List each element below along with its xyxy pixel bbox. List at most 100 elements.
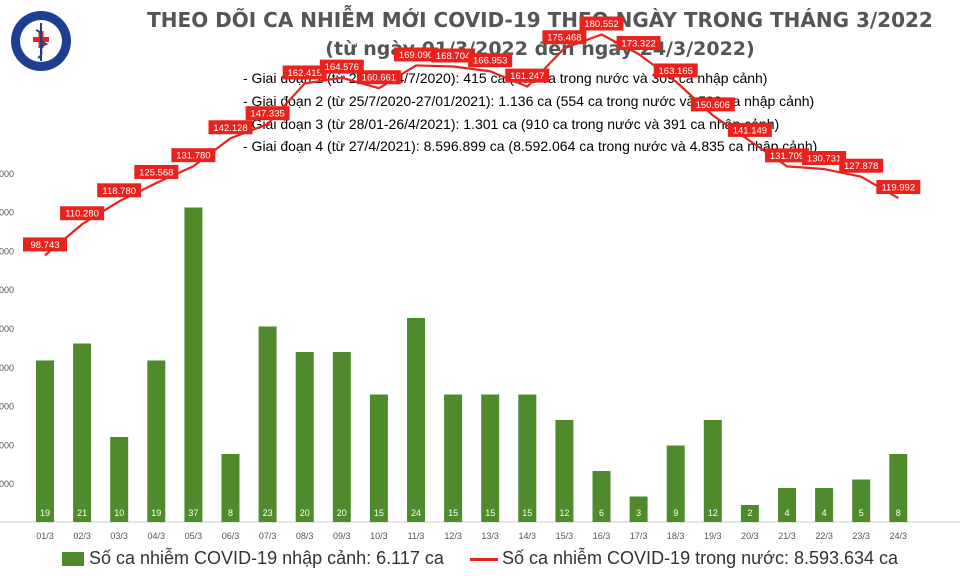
stage-4-note: - Giai đoạn 4 (từ 27/4/2021): 8.596.899 … xyxy=(243,138,818,154)
line-value-label: 147.335 xyxy=(250,109,284,120)
line-value-label-bg xyxy=(765,148,809,163)
line-value-label-bg xyxy=(245,106,290,121)
bar xyxy=(889,454,908,522)
bar xyxy=(36,360,54,522)
line-value-label-bg xyxy=(542,30,587,45)
line-value-label: 131.709 xyxy=(770,151,804,162)
x-tick-label: 19/3 xyxy=(704,531,722,541)
x-tick-label: 21/3 xyxy=(778,531,796,541)
line-value-label: 166.953 xyxy=(473,56,507,67)
legend-line-label: Số ca nhiễm COVID-19 trong nước: 8.593.6… xyxy=(502,548,899,568)
bar xyxy=(555,420,574,522)
bar xyxy=(815,488,834,522)
bar xyxy=(221,454,240,522)
stage-3-note: - Giai đoạn 3 (từ 28/01-26/4/2021): 1.30… xyxy=(243,116,780,132)
x-tick-label: 18/3 xyxy=(667,531,685,541)
x-tick-label: 05/3 xyxy=(185,531,203,541)
x-tick-label: 07/3 xyxy=(259,531,277,541)
bar-value-label: 19 xyxy=(40,508,50,518)
line-value-label: 119.992 xyxy=(881,183,915,194)
line-value-label-bg xyxy=(23,237,67,252)
bar xyxy=(740,505,759,522)
line-value-label: 162.415 xyxy=(288,68,322,79)
bar-value-label: 15 xyxy=(448,508,458,518)
x-tick-label: 06/3 xyxy=(222,531,240,541)
x-tick-label: 13/3 xyxy=(481,531,499,541)
x-tick-label: 03/3 xyxy=(110,531,128,541)
bar xyxy=(444,394,463,522)
bar xyxy=(407,318,425,522)
x-tick-label: 04/3 xyxy=(148,531,166,541)
line-value-label-bg xyxy=(876,180,921,195)
bar xyxy=(110,437,129,522)
bar-value-label: 8 xyxy=(896,508,901,518)
line-value-label: 130.731 xyxy=(807,154,841,165)
line-value-label: 161.247 xyxy=(510,71,544,82)
line-value-label: 169.090 xyxy=(399,50,433,61)
line-value-label: 110.280 xyxy=(65,209,99,220)
x-tick-label: 11/3 xyxy=(408,531,425,541)
x-tick-label: 20/3 xyxy=(741,531,759,541)
bar xyxy=(369,394,388,522)
bar-value-label: 12 xyxy=(708,508,718,518)
bar xyxy=(592,471,611,522)
x-tick-label: 17/3 xyxy=(630,531,648,541)
bar-value-label: 15 xyxy=(374,508,384,518)
bar-value-label: 24 xyxy=(411,508,421,518)
line-value-label-bg xyxy=(839,158,884,173)
line-value-label: 173.322 xyxy=(621,39,655,50)
line-value-label: 98.743 xyxy=(30,240,59,251)
x-tick-label: 09/3 xyxy=(333,531,351,541)
line-value-label: 150.606 xyxy=(696,100,730,111)
bar-value-label: 21 xyxy=(77,508,87,518)
bar xyxy=(184,207,203,522)
x-tick-label: 22/3 xyxy=(815,531,833,541)
line-value-label-bg xyxy=(727,122,772,137)
bar-value-label: 15 xyxy=(485,508,495,518)
bar-value-label: 4 xyxy=(822,508,827,518)
line-value-label-bg xyxy=(616,36,661,51)
chart-title: THEO DÕI CA NHIỄM MỚI COVID-19 THEO NGÀY… xyxy=(147,8,933,32)
line-value-label-bg xyxy=(282,65,327,80)
line-value-label: 163.165 xyxy=(659,66,693,77)
line-value-label: 142.128 xyxy=(213,123,247,134)
line-value-label-bg xyxy=(653,63,698,78)
bar xyxy=(295,352,314,522)
bar xyxy=(629,496,648,522)
bar xyxy=(778,488,796,522)
bar-value-label: 10 xyxy=(114,508,124,518)
x-tick-label: 16/3 xyxy=(593,531,611,541)
bar xyxy=(518,394,537,522)
line-value-label: 160.661 xyxy=(362,73,396,84)
line-value-label-bg xyxy=(319,59,364,74)
bar-value-label: 20 xyxy=(337,508,347,518)
line-value-label-bg xyxy=(60,206,105,221)
line-value-label-bg xyxy=(690,97,735,112)
stage-2-note: - Giai đoạn 2 (từ 25/7/2020-27/01/2021):… xyxy=(243,93,815,109)
line-value-label: 164.576 xyxy=(325,62,359,73)
line-value-label-bg xyxy=(171,148,216,163)
x-tick-label: 08/3 xyxy=(296,531,314,541)
line-value-label-bg xyxy=(394,47,438,62)
line-value-label-bg xyxy=(356,70,401,85)
bar-value-label: 12 xyxy=(559,508,569,518)
legend-bar-swatch xyxy=(62,552,84,566)
bar xyxy=(852,479,871,522)
line-value-label: 175.468 xyxy=(547,33,581,44)
legend-line-swatch xyxy=(470,558,498,561)
bar-value-label: 15 xyxy=(522,508,532,518)
x-tick-label: 12/3 xyxy=(444,531,462,541)
bar xyxy=(332,352,351,522)
bar xyxy=(258,326,277,522)
x-tick-label: 01/3 xyxy=(36,531,54,541)
bar xyxy=(73,343,92,522)
bar-value-label: 37 xyxy=(188,508,198,518)
